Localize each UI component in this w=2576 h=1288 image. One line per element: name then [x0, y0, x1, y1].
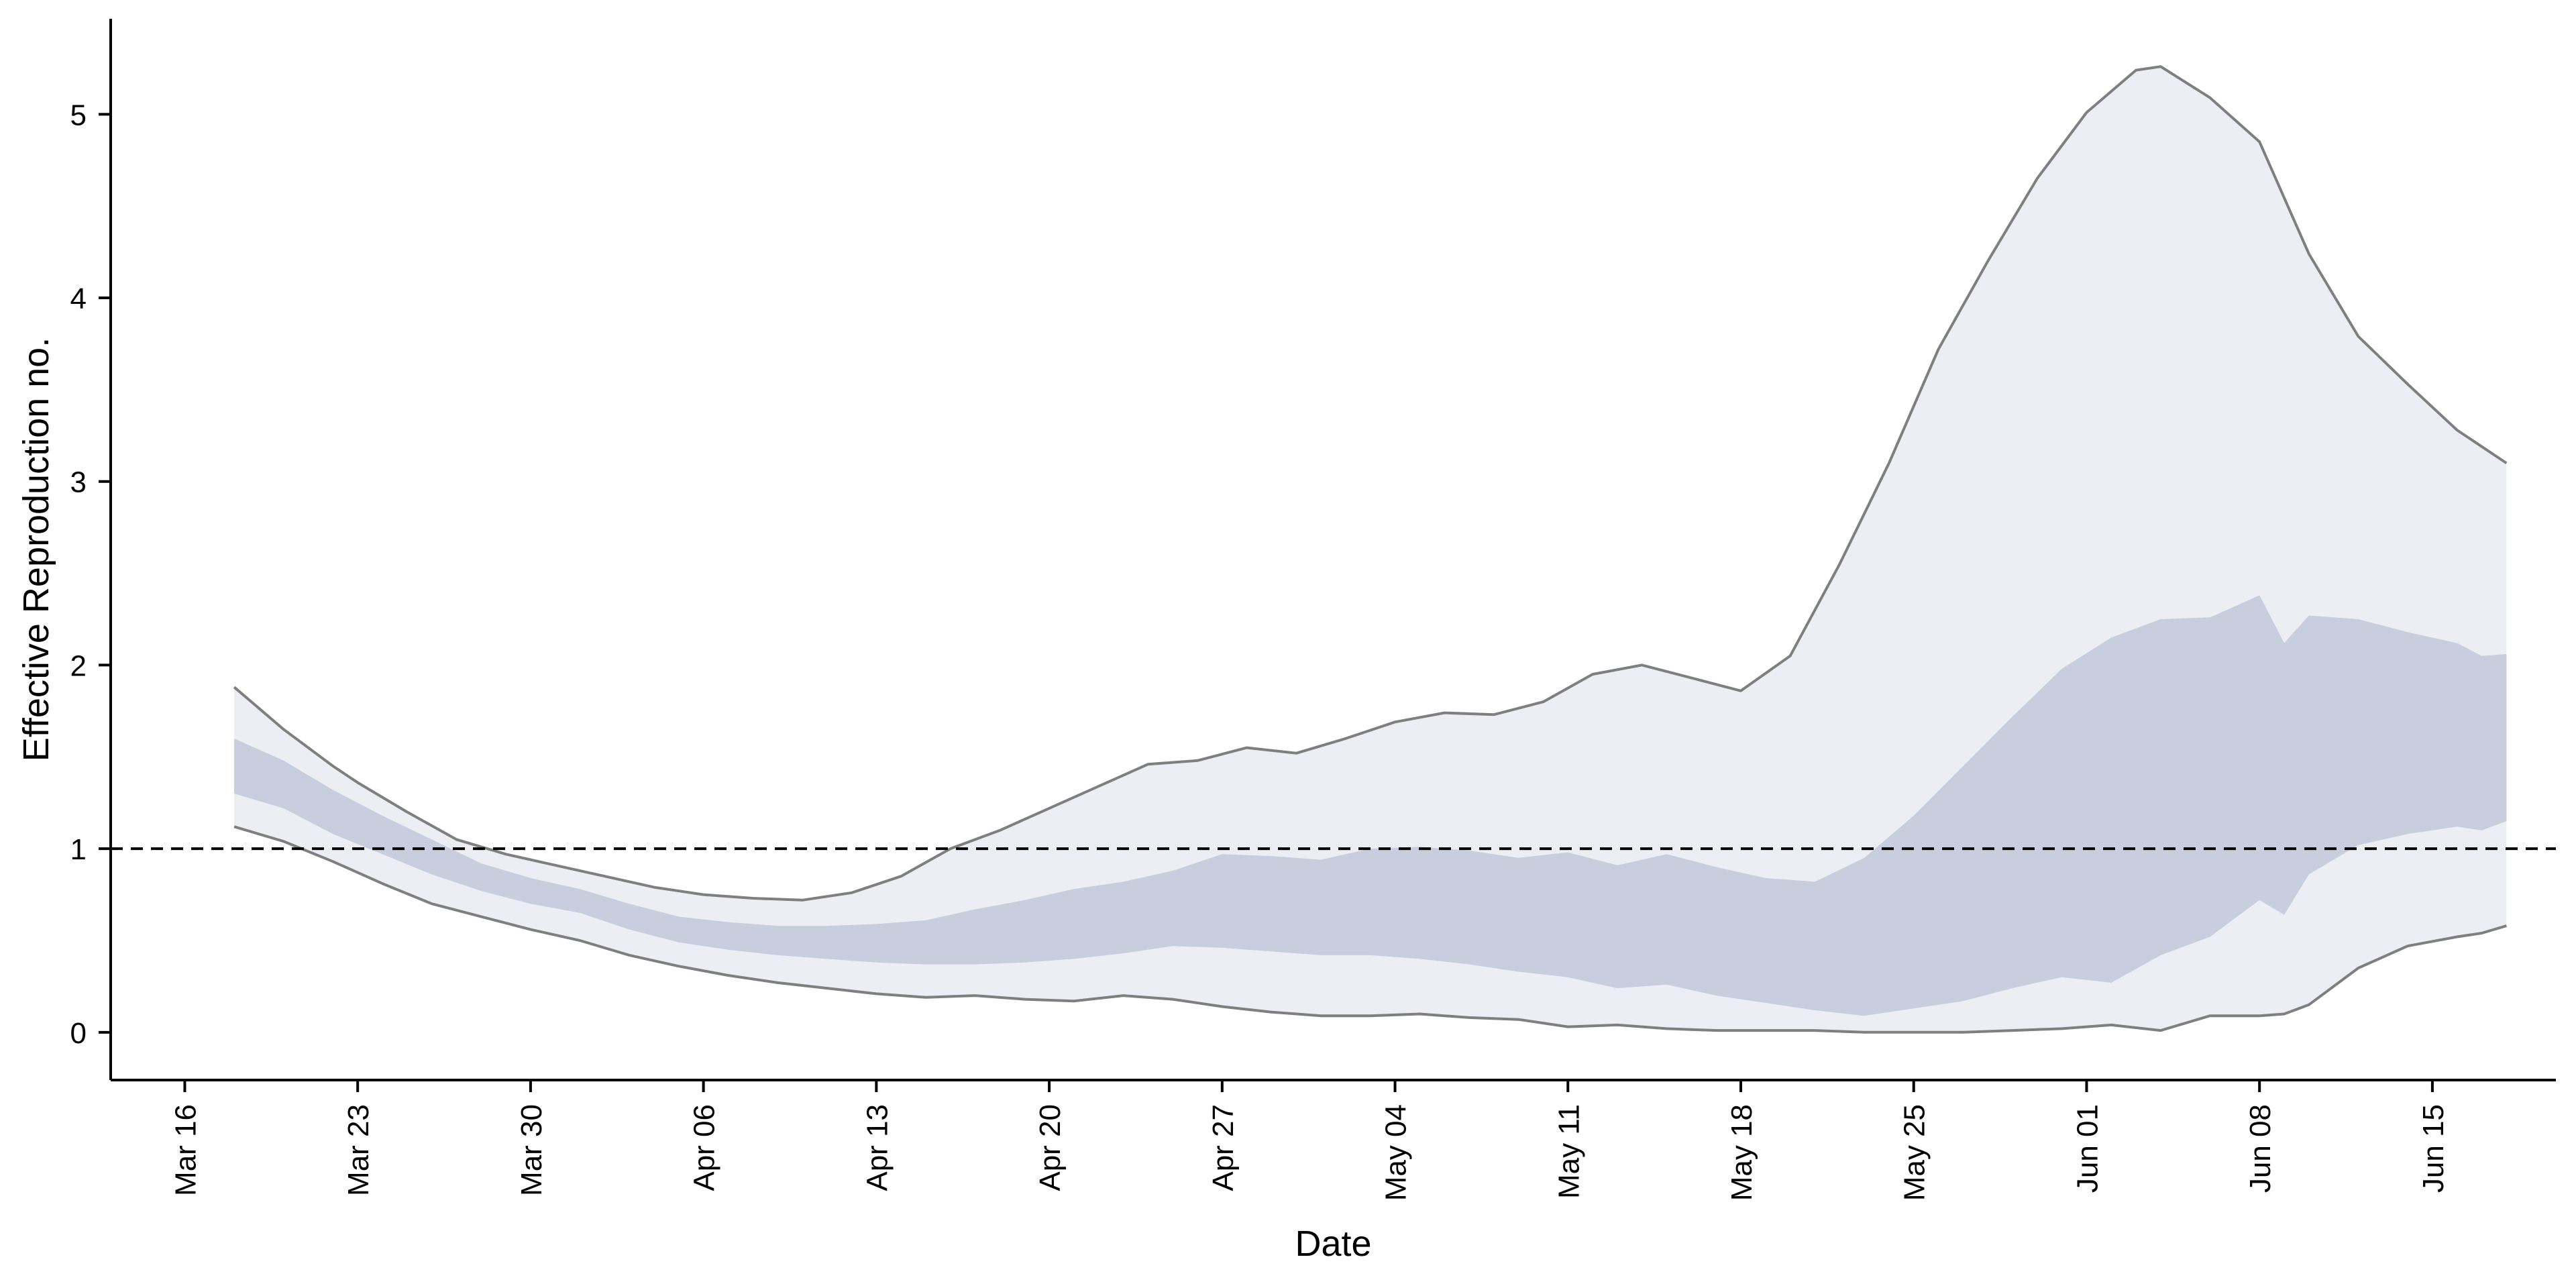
y-tick-label: 0	[70, 1017, 87, 1050]
x-tick-label: Apr 20	[1034, 1104, 1067, 1191]
outer-lower-bound-line	[233, 825, 2507, 1034]
y-axis-title: Effective Reproduction no.	[16, 337, 56, 761]
inner-credible-band	[234, 595, 2507, 1016]
x-tick-label: Mar 16	[169, 1104, 202, 1196]
x-tick-label: Apr 13	[861, 1104, 894, 1191]
x-tick-label: Mar 30	[515, 1104, 548, 1196]
x-tick-label: Apr 27	[1207, 1104, 1240, 1191]
x-tick-label: Jun 15	[2417, 1104, 2450, 1193]
y-axis-ticks: 0 1 2 3 4 5	[70, 99, 111, 1050]
x-tick-label: May 04	[1380, 1104, 1413, 1201]
y-tick-label: 3	[70, 466, 87, 499]
x-tick-label: Jun 08	[2244, 1104, 2277, 1193]
y-tick-label: 4	[70, 282, 87, 315]
x-tick-label: May 25	[1898, 1104, 1931, 1201]
outer-upper-bound-line	[233, 65, 2508, 902]
axes	[109, 19, 2556, 1081]
y-tick-label: 1	[70, 833, 87, 866]
x-axis-title: Date	[1295, 1224, 1371, 1264]
x-tick-label: Apr 06	[688, 1104, 721, 1191]
ci-bands	[234, 66, 2507, 1032]
ci-bound-lines	[233, 65, 2508, 1034]
x-tick-label: May 11	[1552, 1104, 1585, 1199]
y-tick-label: 5	[70, 99, 87, 131]
outer-credible-band	[234, 66, 2507, 1032]
x-tick-label: Mar 23	[342, 1104, 375, 1196]
x-tick-label: May 18	[1725, 1104, 1758, 1201]
y-tick-label: 2	[70, 649, 87, 682]
x-axis-ticks: Mar 16 Mar 23 Mar 30 Apr 06 Apr 13 Apr 20 Apr …	[169, 1080, 2450, 1201]
x-tick-label: Jun 01	[2071, 1104, 2104, 1193]
